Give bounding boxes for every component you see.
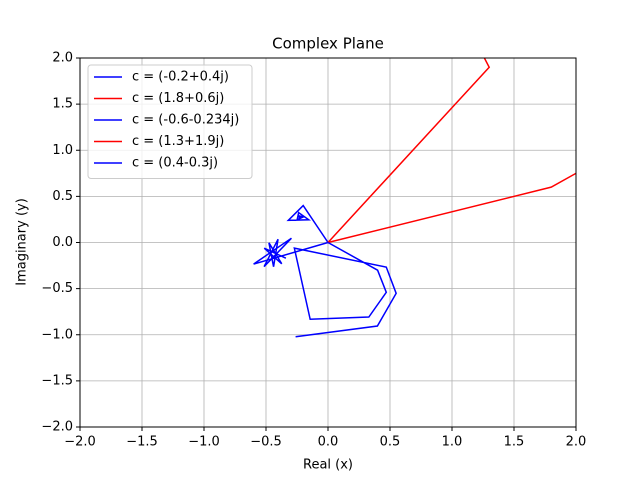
x-tick-label: 1.0: [442, 435, 463, 450]
x-tick-label: −0.5: [250, 435, 282, 450]
x-tick-label: −1.0: [188, 435, 220, 450]
y-tick-label: −0.5: [41, 281, 73, 296]
x-tick-label: 1.5: [504, 435, 525, 450]
y-tick-label: −1.0: [41, 327, 73, 342]
y-tick-label: 0.0: [52, 235, 73, 250]
series-line: [327, 58, 491, 244]
plot-area: [253, 58, 576, 338]
series-line: [293, 241, 397, 338]
y-tick-label: 1.0: [52, 143, 73, 158]
ticks: −2.0 −1.5 −1.0 −0.5 0.0 0.5 1.0 1.5 2.0 −2.0 −1.5 −…: [41, 51, 586, 450]
legend-label: c = (0.4-0.3j): [132, 156, 218, 171]
legend-label: c = (-0.2+0.4j): [132, 70, 229, 85]
legend-label: c = (1.8+0.6j): [132, 91, 224, 106]
legend-box: [87, 64, 253, 179]
y-tick-label: 0.5: [52, 189, 73, 204]
y-tick-label: −2.0: [41, 420, 73, 435]
x-axis-label: Real (x): [303, 458, 353, 473]
x-tick-label: 2.0: [566, 435, 587, 450]
legend-label: c = (1.3+1.9j): [132, 134, 224, 149]
series-line: [286, 204, 329, 243]
x-tick-label: 0.0: [318, 435, 339, 450]
x-tick-label: −2.0: [64, 435, 96, 450]
legend-label: c = (-0.6-0.234j): [132, 113, 239, 128]
y-tick-label: 1.5: [52, 97, 73, 112]
legend: c = (-0.2+0.4j) c = (1.8+0.6j) c = (-0.6-0…: [87, 64, 253, 179]
series-line: [253, 237, 329, 268]
y-tick-label: −1.5: [41, 373, 73, 388]
y-axis-label: Imaginary (y): [15, 198, 30, 286]
series-line: [327, 172, 576, 244]
y-tick-label: 2.0: [52, 51, 73, 66]
x-tick-label: −1.5: [126, 435, 158, 450]
x-tick-label: 0.5: [380, 435, 401, 450]
chart-title: Complex Plane: [272, 35, 384, 53]
